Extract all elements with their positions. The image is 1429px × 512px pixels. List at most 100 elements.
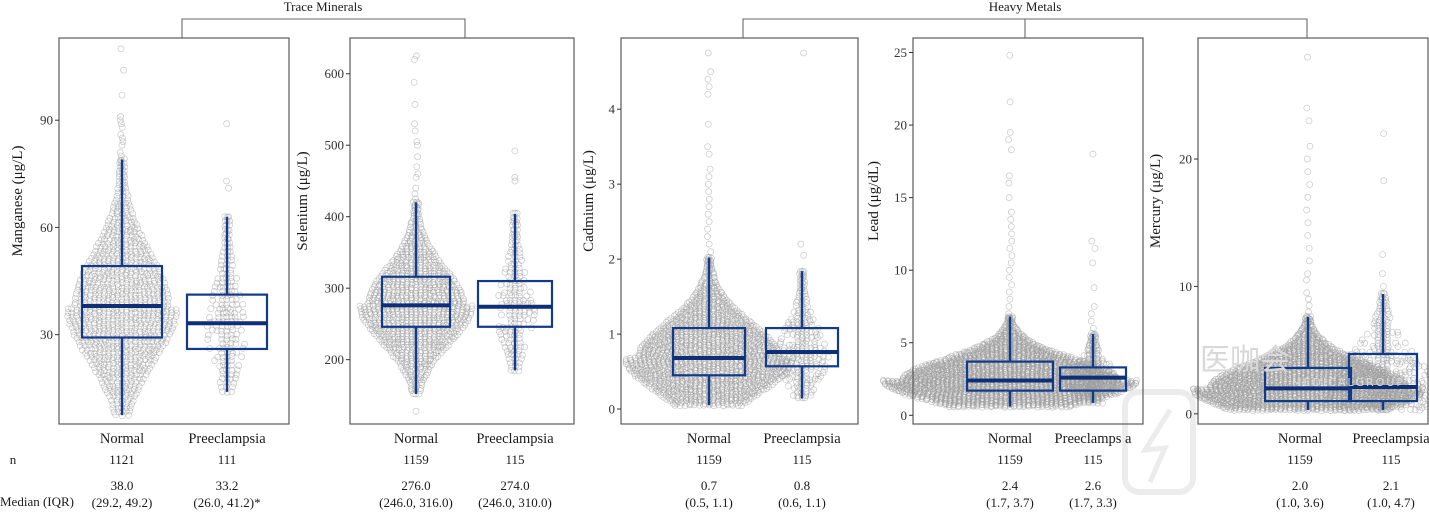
data-point [442,344,450,351]
data-point [109,232,117,240]
data-point [94,251,102,259]
data-point [435,324,443,332]
data-point [412,314,420,322]
data-point [511,315,519,323]
data-point [218,301,226,309]
data-point [118,273,125,280]
data-point [92,345,99,353]
data-point [506,296,514,304]
data-point [164,302,172,310]
data-point [518,257,525,264]
data-point [678,370,686,378]
data-point [738,389,746,396]
data-point [92,248,99,255]
y-tick-label: 0 [609,402,616,417]
x-category-label: Preeclampsia [188,431,266,447]
data-point [211,357,218,364]
data-point [238,353,245,361]
outlier-point [704,143,712,151]
data-point [513,210,521,217]
data-point [223,327,230,335]
data-point [132,357,139,365]
data-point [114,328,122,335]
data-point [149,327,157,335]
data-point [760,377,768,384]
data-point [241,340,248,348]
data-point [219,388,226,395]
data-point [95,323,103,331]
data-point [232,374,239,382]
data-point [110,364,117,372]
data-point [407,350,415,357]
data-point [109,382,117,390]
data-point [127,335,135,343]
data-point [227,305,234,313]
y-tick-label: 60 [40,220,53,235]
data-point [516,289,523,297]
data-point [736,394,744,401]
data-point [398,284,406,291]
data-point [235,305,242,313]
data-point [128,320,136,327]
data-point [128,400,135,408]
data-point [131,361,139,368]
data-point [506,328,514,335]
data-point [144,328,152,335]
data-point [660,374,668,381]
data-point [173,309,181,317]
data-point [100,317,108,325]
n-value: 1159 [403,452,429,467]
data-point [516,312,523,320]
data-point [454,295,462,303]
data-point [375,325,382,332]
data-point [101,291,108,299]
data-point [459,295,467,303]
data-point [145,287,152,295]
data-point [126,236,134,244]
data-point [104,320,112,328]
data-point [440,281,447,289]
data-point [219,274,226,282]
data-point [710,395,717,403]
outlier-point [800,49,807,57]
data-point [113,400,121,408]
data-point [127,328,135,335]
outlier-point [120,66,127,74]
data-point [126,346,134,354]
data-point [204,336,212,343]
data-point [127,361,135,368]
data-point [749,374,757,382]
iqr-value: (0.6, 1.1) [778,495,826,510]
data-point [412,277,420,285]
data-point [113,276,121,284]
data-point [154,287,162,295]
data-point [508,363,515,371]
data-point [215,313,223,321]
data-point [104,316,112,324]
data-point [227,309,235,317]
data-point [468,305,476,313]
data-point [223,309,230,316]
data-point [131,382,139,390]
data-point [399,242,406,250]
data-point [113,312,121,320]
outlier-point [411,120,418,128]
data-point [361,306,368,313]
data-point [461,313,469,321]
data-point [101,361,108,368]
data-point [141,276,149,284]
outlier-point [117,113,124,120]
data-point [468,302,476,310]
data-point [657,374,665,382]
iqr-value: (246.0, 310.0) [478,495,552,510]
data-point [96,317,103,324]
data-point [148,254,156,262]
data-point [742,382,749,390]
data-point [114,371,121,379]
data-point [147,250,155,258]
data-point [108,397,115,404]
y-tick-label: 3 [609,177,616,192]
data-point [502,332,510,340]
data-point [96,313,103,320]
